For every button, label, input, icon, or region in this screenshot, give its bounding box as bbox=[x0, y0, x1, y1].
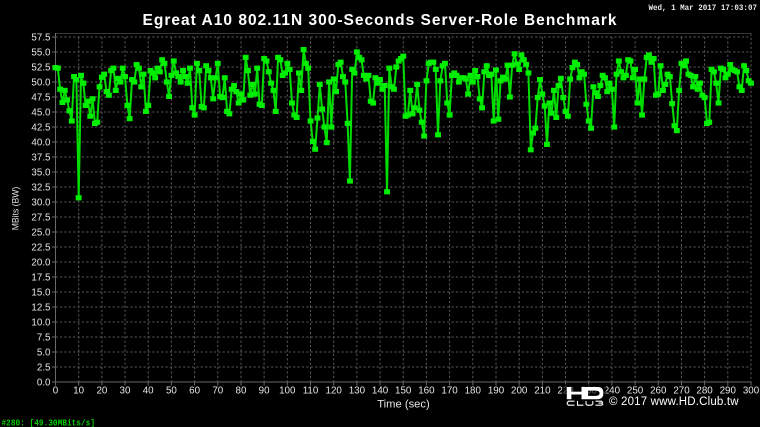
svg-text:40.0: 40.0 bbox=[31, 137, 51, 148]
svg-text:110: 110 bbox=[303, 386, 319, 397]
svg-text:130: 130 bbox=[349, 386, 366, 397]
svg-text:MBits (BW): MBits (BW) bbox=[11, 187, 21, 231]
svg-text:150: 150 bbox=[395, 386, 412, 397]
svg-text:260: 260 bbox=[650, 386, 667, 397]
svg-text:250: 250 bbox=[627, 386, 644, 397]
svg-text:40: 40 bbox=[143, 386, 154, 397]
svg-text:25.0: 25.0 bbox=[31, 227, 51, 238]
svg-text:140: 140 bbox=[372, 386, 389, 397]
svg-text:47.5: 47.5 bbox=[31, 92, 51, 103]
svg-text:160: 160 bbox=[418, 386, 435, 397]
svg-text:60: 60 bbox=[189, 386, 200, 397]
svg-text:17.5: 17.5 bbox=[31, 272, 51, 283]
svg-text:20.0: 20.0 bbox=[31, 257, 51, 268]
svg-text:20: 20 bbox=[96, 386, 107, 397]
svg-text:290: 290 bbox=[720, 386, 737, 397]
svg-text:35.0: 35.0 bbox=[31, 167, 51, 178]
svg-text:170: 170 bbox=[441, 386, 458, 397]
svg-text:7.5: 7.5 bbox=[37, 332, 51, 343]
svg-text:45.0: 45.0 bbox=[31, 107, 51, 118]
svg-text:50.0: 50.0 bbox=[31, 77, 51, 88]
svg-text:100: 100 bbox=[279, 386, 296, 397]
svg-text:22.5: 22.5 bbox=[31, 242, 51, 253]
svg-text:270: 270 bbox=[673, 386, 690, 397]
svg-text:80: 80 bbox=[236, 386, 247, 397]
svg-text:30: 30 bbox=[120, 386, 131, 397]
svg-text:10: 10 bbox=[73, 386, 84, 397]
svg-text:280: 280 bbox=[696, 386, 713, 397]
svg-text:32.5: 32.5 bbox=[31, 182, 51, 193]
svg-text:10.0: 10.0 bbox=[31, 317, 51, 328]
svg-text:180: 180 bbox=[465, 386, 482, 397]
svg-text:200: 200 bbox=[511, 386, 528, 397]
svg-text:12.5: 12.5 bbox=[31, 302, 51, 313]
svg-text:90: 90 bbox=[259, 386, 270, 397]
svg-text:5.0: 5.0 bbox=[37, 347, 51, 358]
svg-text:0.0: 0.0 bbox=[37, 377, 51, 388]
svg-text:0: 0 bbox=[53, 386, 59, 397]
svg-text:30.0: 30.0 bbox=[31, 197, 51, 208]
svg-text:55.0: 55.0 bbox=[31, 47, 51, 58]
svg-text:50: 50 bbox=[166, 386, 177, 397]
svg-text:57.5: 57.5 bbox=[31, 32, 51, 43]
svg-text:300: 300 bbox=[743, 386, 760, 397]
svg-text:#280: [49.30MBits/s]: #280: [49.30MBits/s] bbox=[2, 419, 96, 427]
svg-text:27.5: 27.5 bbox=[31, 212, 51, 223]
svg-text:Egreat A10 802.11N 300-Seconds: Egreat A10 802.11N 300-Seconds Server-Ro… bbox=[143, 12, 617, 29]
svg-text:240: 240 bbox=[604, 386, 621, 397]
svg-text:42.5: 42.5 bbox=[31, 122, 51, 133]
svg-text:37.5: 37.5 bbox=[31, 152, 51, 163]
svg-text:52.5: 52.5 bbox=[31, 62, 51, 73]
svg-text:2.5: 2.5 bbox=[37, 362, 51, 373]
svg-text:210: 210 bbox=[534, 386, 551, 397]
svg-text:190: 190 bbox=[488, 386, 505, 397]
svg-text:15.0: 15.0 bbox=[31, 287, 51, 298]
svg-text:Time (sec): Time (sec) bbox=[377, 399, 430, 411]
svg-text:120: 120 bbox=[326, 386, 343, 397]
svg-text:70: 70 bbox=[212, 386, 223, 397]
svg-text:© 2017 www.HD.Club.tw: © 2017 www.HD.Club.tw bbox=[609, 396, 739, 408]
svg-text:Wed, 1 Mar 2017 17:03:07: Wed, 1 Mar 2017 17:03:07 bbox=[649, 3, 758, 13]
